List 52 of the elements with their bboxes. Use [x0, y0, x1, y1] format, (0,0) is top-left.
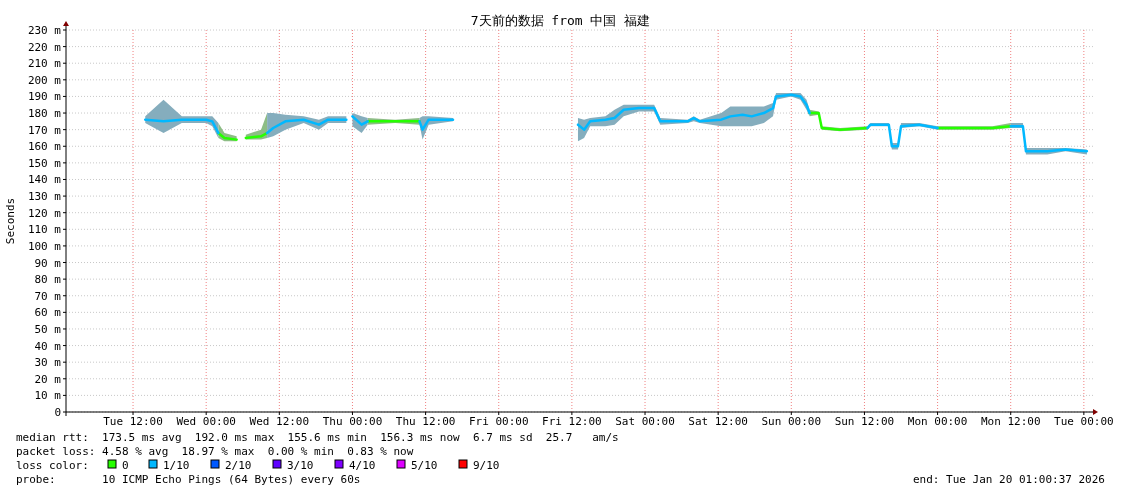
y-tick-label: 140 m — [27, 173, 62, 187]
legend-label: 0 — [122, 459, 129, 472]
y-tick-label: 70 m — [34, 289, 62, 303]
x-tick-label: Thu 12:00 — [395, 415, 456, 428]
chart-title: 7天前的数据 from 中国 福建 — [470, 13, 651, 28]
y-tick-label: 80 m — [34, 273, 62, 287]
y-tick-label: 180 m — [27, 107, 62, 121]
legend-label: 1/10 — [163, 459, 190, 472]
y-tick-label: 130 m — [27, 190, 62, 204]
x-tick-label: Wed 00:00 — [176, 415, 236, 428]
legend-label: 3/10 — [287, 459, 314, 472]
y-axis-title: Seconds — [4, 197, 17, 245]
x-tick-label: Thu 00:00 — [322, 415, 383, 428]
y-tick-label: 120 m — [27, 206, 62, 220]
x-tick-label: Wed 12:00 — [249, 415, 310, 428]
legend-title: loss color: — [16, 459, 89, 472]
x-tick-label: Sun 00:00 — [761, 415, 822, 428]
y-tick-label: 160 m — [27, 140, 62, 154]
x-tick-label: Mon 00:00 — [907, 415, 968, 428]
x-tick-label: Mon 12:00 — [980, 415, 1041, 428]
y-tick-label: 150 m — [27, 156, 62, 170]
y-tick-label: 40 m — [34, 339, 62, 353]
y-tick-label: 50 m — [34, 322, 62, 336]
y-tick-label: 90 m — [34, 256, 62, 270]
y-tick-label: 220 m — [27, 40, 62, 54]
x-tick-label: Fri 00:00 — [468, 415, 529, 428]
legend-label: 2/10 — [225, 459, 252, 472]
y-tick-label: 170 m — [27, 123, 62, 137]
legend-label: 5/10 — [411, 459, 438, 472]
legend-label: 9/10 — [473, 459, 500, 472]
legend-label: 4/10 — [349, 459, 376, 472]
text: median rtt: 173.5 ms avg 192.0 ms max 155.6 ms min 156.3 ms now 6.7 ms sd 25.7 am/s — [16, 431, 619, 444]
y-tick-label: 190 m — [27, 90, 62, 104]
x-tick-label: Sat 00:00 — [615, 415, 675, 428]
y-tick-label: 230 m — [27, 24, 62, 37]
text: end: Tue Jan 20 01:00:37 2026 — [912, 473, 1105, 486]
x-tick-label: Fri 12:00 — [542, 415, 602, 428]
y-tick-label: 20 m — [34, 372, 62, 386]
x-tick-label: Tue 12:00 — [103, 415, 163, 428]
x-tick-label: Sun 12:00 — [834, 415, 895, 428]
y-tick-label: 10 m — [34, 389, 62, 403]
text: probe: 10 ICMP Echo Pings (64 Bytes) every 60s — [16, 473, 361, 486]
y-tick-label: 60 m — [34, 306, 62, 320]
x-tick-label: Tue 00:00 — [1054, 415, 1114, 428]
y-tick-label: 0 — [54, 406, 61, 419]
y-tick-label: 100 m — [27, 239, 62, 253]
y-tick-label: 200 m — [27, 73, 62, 87]
y-tick-label: 110 m — [27, 223, 62, 237]
x-tick-label: Sat 12:00 — [688, 415, 748, 428]
y-tick-label: 210 m — [27, 57, 62, 71]
y-tick-label: 30 m — [34, 356, 62, 370]
text: packet loss: 4.58 % avg 18.97 % max 0.00 % min 0.83 % now — [16, 445, 414, 458]
